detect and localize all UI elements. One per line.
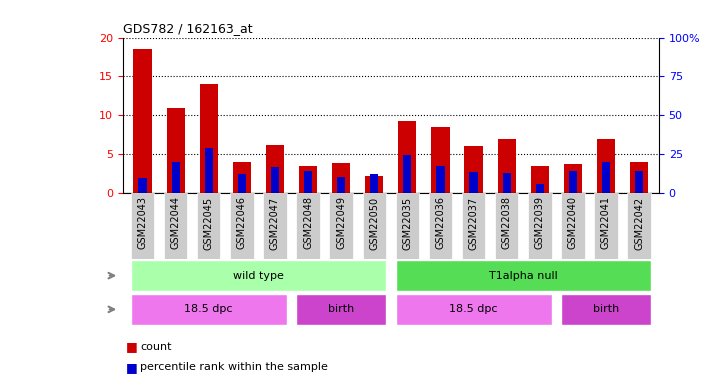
Text: GSM22044: GSM22044 — [170, 196, 181, 249]
Text: 18.5 dpc: 18.5 dpc — [184, 304, 233, 314]
Text: GSM22048: GSM22048 — [303, 196, 313, 249]
Text: GSM22039: GSM22039 — [535, 196, 545, 249]
Text: GSM22043: GSM22043 — [137, 196, 147, 249]
Bar — [561, 294, 651, 324]
Bar — [263, 193, 287, 259]
Bar — [495, 193, 519, 259]
Bar — [205, 148, 213, 193]
Bar — [332, 163, 350, 193]
Bar — [167, 108, 185, 193]
Bar — [528, 193, 552, 259]
Bar — [627, 193, 651, 259]
Text: GSM22050: GSM22050 — [369, 196, 379, 249]
Bar — [395, 260, 651, 291]
Bar — [172, 162, 179, 193]
Text: birth: birth — [593, 304, 619, 314]
Text: GSM22036: GSM22036 — [435, 196, 445, 249]
Bar — [304, 171, 312, 193]
Bar — [498, 139, 516, 193]
Bar — [503, 173, 511, 193]
Bar — [395, 193, 419, 259]
Bar — [403, 155, 411, 193]
Text: wild type: wild type — [233, 271, 284, 280]
Bar — [365, 176, 383, 193]
Bar — [197, 193, 221, 259]
Text: 18.5 dpc: 18.5 dpc — [449, 304, 498, 314]
Bar — [594, 193, 618, 259]
Bar — [297, 193, 320, 259]
Bar — [133, 49, 151, 193]
Bar — [362, 193, 386, 259]
Bar — [561, 193, 585, 259]
Text: GSM22049: GSM22049 — [336, 196, 346, 249]
Text: GSM22046: GSM22046 — [237, 196, 247, 249]
Bar — [465, 147, 483, 193]
Bar — [398, 121, 416, 193]
Bar — [370, 174, 379, 193]
Text: GDS782 / 162163_at: GDS782 / 162163_at — [123, 22, 252, 35]
Bar — [266, 145, 284, 193]
Text: GSM22040: GSM22040 — [568, 196, 578, 249]
Text: count: count — [140, 342, 172, 352]
Bar — [429, 193, 452, 259]
Text: percentile rank within the sample: percentile rank within the sample — [140, 363, 328, 372]
Bar — [569, 171, 577, 193]
Text: GSM22045: GSM22045 — [204, 196, 214, 249]
Text: ■: ■ — [126, 340, 138, 353]
Text: ■: ■ — [126, 361, 138, 374]
Bar — [200, 84, 218, 193]
Bar — [602, 162, 610, 193]
Bar — [536, 184, 544, 193]
Bar — [131, 260, 386, 291]
Bar — [635, 171, 644, 193]
Bar — [233, 162, 251, 193]
Bar — [564, 164, 582, 193]
Text: GSM22038: GSM22038 — [502, 196, 512, 249]
Bar — [238, 174, 246, 193]
Bar — [131, 193, 154, 259]
Bar — [597, 139, 615, 193]
Bar — [164, 193, 187, 259]
Text: GSM22037: GSM22037 — [468, 196, 479, 249]
Bar — [470, 172, 477, 193]
Bar — [531, 166, 549, 193]
Bar — [436, 166, 444, 193]
Bar — [230, 193, 254, 259]
Text: GSM22035: GSM22035 — [402, 196, 412, 249]
Bar — [271, 168, 279, 193]
Bar — [431, 127, 449, 193]
Bar — [297, 294, 386, 324]
Text: GSM22041: GSM22041 — [601, 196, 611, 249]
Bar — [329, 193, 353, 259]
Bar — [630, 162, 648, 193]
Text: GSM22042: GSM22042 — [634, 196, 644, 249]
Text: GSM22047: GSM22047 — [270, 196, 280, 249]
Bar — [395, 294, 552, 324]
Text: birth: birth — [328, 304, 354, 314]
Bar — [337, 177, 346, 193]
Bar — [138, 178, 147, 193]
Text: T1alpha null: T1alpha null — [489, 271, 557, 280]
Bar — [462, 193, 485, 259]
Bar — [299, 166, 317, 193]
Bar — [131, 294, 287, 324]
